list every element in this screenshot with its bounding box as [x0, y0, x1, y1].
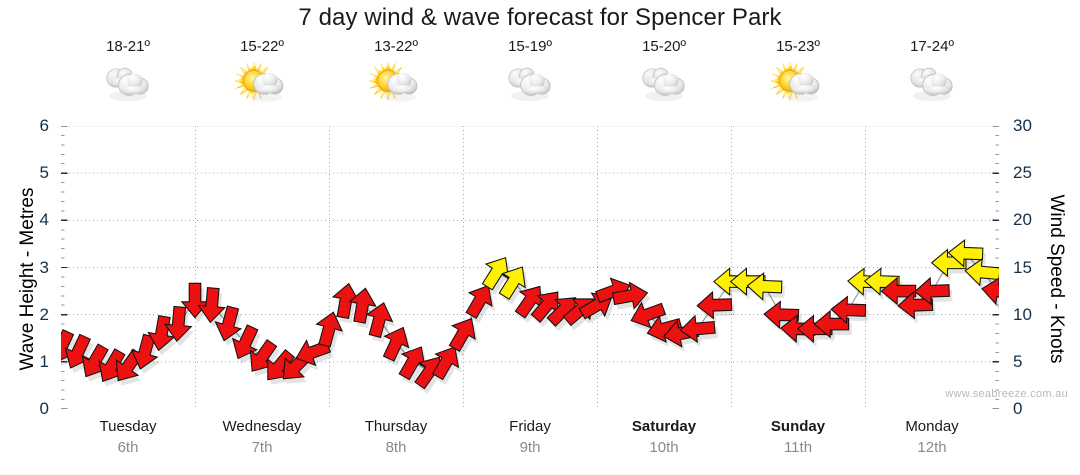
page-title: 7 day wind & wave forecast for Spencer P…	[298, 4, 782, 31]
wind-arrow	[897, 290, 934, 320]
day-name: Wednesday	[222, 418, 302, 435]
wind-arrow	[914, 276, 950, 306]
partly-sunny-icon	[230, 62, 294, 106]
wind-arrow	[197, 287, 227, 324]
wind-arrow	[981, 276, 999, 306]
temperature-range: 15-22º	[240, 38, 284, 55]
wind-arrow	[431, 346, 460, 381]
wind-arrow	[231, 324, 259, 360]
day-label-friday: Friday 9th	[463, 416, 597, 471]
day-header-monday: 17-24º	[865, 36, 999, 118]
day-header-tuesday: 18-21º	[61, 36, 195, 118]
left-axis-tick: 6	[39, 116, 49, 135]
right-axis-tick: 10	[1013, 304, 1032, 324]
temperature-range: 15-20º	[642, 38, 686, 55]
day-header-friday: 15-19º	[463, 36, 597, 118]
wind-arrow	[746, 272, 783, 301]
wind-arrow	[947, 238, 984, 268]
partly-sunny-icon	[766, 62, 830, 106]
wind-arrow	[398, 346, 426, 381]
wind-arrow	[130, 333, 159, 370]
day-name: Thursday	[364, 418, 428, 435]
wind-arrow	[448, 317, 476, 352]
right-axis-tick: 25	[1013, 163, 1032, 183]
wind-arrow	[498, 266, 526, 300]
cloudy-icon	[498, 62, 562, 106]
wind-arrow	[930, 248, 967, 278]
left-axis-tick: 3	[39, 257, 49, 277]
day-label-saturday: Saturday 10th	[597, 416, 731, 471]
wind-arrow	[382, 326, 410, 362]
day-name: Tuesday	[99, 418, 157, 435]
day-label-tuesday: Tuesday 6th	[61, 416, 195, 471]
right-axis-tick: 20	[1013, 210, 1032, 230]
wind-arrow	[964, 257, 999, 287]
wind-arrow	[863, 267, 900, 296]
wind-arrow	[696, 290, 733, 320]
right-axis-tick: 5	[1013, 351, 1023, 371]
day-date: 12th	[917, 439, 947, 456]
left-axis-tick: 1	[39, 351, 49, 371]
temperature-range: 15-23º	[776, 38, 820, 55]
temperature-range: 17-24º	[910, 38, 954, 55]
cloudy-icon	[900, 62, 964, 106]
day-date: 11th	[783, 439, 813, 456]
day-label-sunday: Sunday 11th	[731, 416, 865, 471]
wind-arrow	[348, 287, 377, 324]
left-axis-tick: 4	[39, 210, 49, 230]
day-header-thursday: 13-22º	[329, 36, 463, 118]
day-label-thursday: Thursday 8th	[329, 416, 463, 471]
site-watermark: www.seabreeze.com.au	[945, 388, 1068, 400]
day-label-monday: Monday 12th	[865, 416, 999, 471]
plot-area: 0 1 2 3 4 5 6 0 5 10 15 20 25 30	[40, 117, 1032, 417]
day-date: 7th	[251, 439, 273, 456]
cloudy-icon	[96, 62, 160, 106]
wind-arrow	[813, 309, 850, 339]
day-name: Saturday	[631, 418, 697, 435]
day-name: Sunday	[770, 418, 826, 435]
wind-arrow	[365, 302, 394, 339]
left-axis-tick: 2	[39, 304, 49, 324]
wind-arrow	[646, 315, 683, 343]
day-date: 8th	[385, 439, 407, 456]
right-axis-tick: 15	[1013, 257, 1032, 277]
wind-arrow	[611, 281, 649, 310]
right-axis-tick: 0	[1013, 399, 1023, 418]
day-name: Monday	[905, 418, 959, 435]
wind-arrow	[630, 301, 667, 329]
left-axis-tick: 5	[39, 163, 49, 183]
wind-arrow	[163, 305, 193, 343]
wind-arrow	[315, 311, 344, 348]
day-footer-strip: Tuesday 6th Wednesday 7th Thursday 8th Friday 9…	[61, 416, 999, 471]
day-header-strip: 18-21º 15-22º	[61, 36, 999, 118]
day-date: 10th	[649, 439, 679, 456]
right-axis-tick: 30	[1013, 116, 1032, 135]
wind-arrow	[830, 295, 867, 325]
wind-arrow	[214, 305, 243, 342]
wind-arrow	[763, 300, 800, 329]
temperature-range: 15-19º	[508, 38, 552, 55]
day-header-wednesday: 15-22º	[195, 36, 329, 118]
wind-arrow-plot	[61, 126, 999, 409]
wind-arrow	[465, 284, 493, 319]
day-name: Friday	[509, 418, 551, 435]
left-axis-tick: 0	[39, 399, 49, 418]
day-date: 6th	[117, 439, 139, 456]
cloudy-icon	[632, 62, 696, 106]
day-label-wednesday: Wednesday 7th	[195, 416, 329, 471]
wind-arrow	[481, 256, 510, 291]
day-date: 9th	[519, 439, 541, 456]
wind-arrow	[679, 314, 716, 344]
day-header-saturday: 15-20º	[597, 36, 731, 118]
day-header-sunday: 15-23º	[731, 36, 865, 118]
partly-sunny-icon	[364, 62, 428, 106]
temperature-range: 18-21º	[106, 38, 150, 55]
temperature-range: 13-22º	[374, 38, 418, 55]
